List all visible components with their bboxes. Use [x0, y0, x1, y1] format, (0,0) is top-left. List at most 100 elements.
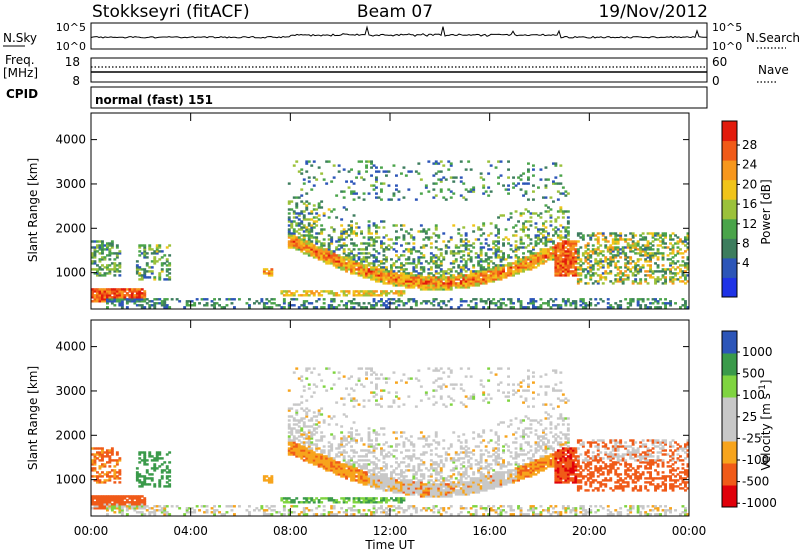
power-cell: [270, 268, 273, 270]
power-cell: [158, 302, 161, 304]
velocity-cell: [338, 511, 341, 513]
noise-left-label: N.Sky: [3, 31, 37, 45]
velocity-cell: [153, 509, 156, 511]
power-cell: [355, 272, 358, 274]
power-cell: [634, 274, 637, 276]
power-cell: [629, 238, 632, 240]
power-cell: [310, 218, 313, 220]
power-cell: [108, 288, 111, 290]
power-cell: [579, 236, 582, 238]
power-cell: [525, 256, 528, 258]
velocity-cell: [141, 475, 144, 477]
velocity-cell: [395, 513, 398, 515]
power-cell: [395, 242, 398, 244]
power-cell: [318, 240, 321, 242]
velocity-cell: [375, 383, 378, 385]
velocity-cell: [328, 511, 331, 513]
velocity-cell: [280, 513, 283, 515]
power-cell: [113, 262, 116, 264]
power-cell: [405, 230, 408, 232]
velocity-cell: [398, 511, 401, 513]
power-cell: [557, 234, 560, 236]
power-cell: [437, 162, 440, 164]
power-cell: [467, 274, 470, 276]
power-cell: [572, 252, 575, 254]
power-cell: [350, 300, 353, 302]
power-cell: [350, 180, 353, 182]
velocity-cell: [310, 431, 313, 433]
power-cell: [542, 242, 545, 244]
power-cell: [96, 264, 99, 266]
power-cell: [520, 258, 523, 260]
power-cell: [300, 210, 303, 212]
power-cell: [395, 290, 398, 292]
power-cell: [148, 304, 151, 306]
power-cell: [410, 234, 413, 236]
power-cell: [96, 250, 99, 252]
power-cell: [622, 246, 625, 248]
velocity-cell: [383, 469, 386, 471]
power-cell: [94, 268, 97, 270]
power-cell: [679, 276, 682, 278]
power-cell: [589, 254, 592, 256]
power-cell: [388, 248, 391, 250]
power-cell: [303, 290, 306, 292]
power-cell: [213, 298, 216, 300]
power-cell: [405, 302, 408, 304]
velocity-cell: [303, 409, 306, 411]
power-cell: [639, 304, 642, 306]
power-cell: [113, 288, 116, 290]
power-cell: [303, 300, 306, 302]
power-cell: [315, 216, 318, 218]
power-cell: [298, 228, 301, 230]
power-cell: [667, 258, 670, 260]
velocity-cell: [141, 495, 144, 497]
velocity-cell: [380, 467, 383, 469]
power-cell: [348, 170, 351, 172]
power-cell: [545, 204, 548, 206]
velocity-cell: [305, 433, 308, 435]
velocity-cell: [270, 509, 273, 511]
power-cell: [156, 298, 159, 300]
power-cell: [101, 256, 104, 258]
power-cell: [684, 274, 687, 276]
velocity-cell: [330, 457, 333, 459]
velocity-cell: [338, 461, 341, 463]
velocity-cell: [161, 457, 164, 459]
velocity-cell: [407, 479, 410, 481]
power-cell: [355, 302, 358, 304]
velocity-cell: [355, 497, 358, 499]
power-cell: [368, 252, 371, 254]
power-cell: [652, 244, 655, 246]
power-cell: [574, 256, 577, 258]
power-cell: [355, 260, 358, 262]
velocity-cell: [333, 435, 336, 437]
power-cell: [507, 298, 510, 300]
velocity-cell: [101, 475, 104, 477]
power-cell: [482, 178, 485, 180]
power-cell: [193, 302, 196, 304]
power-cell: [632, 260, 635, 262]
power-cell: [562, 226, 565, 228]
velocity-cell: [378, 377, 381, 379]
power-cell: [305, 300, 308, 302]
power-cell: [582, 268, 585, 270]
power-cell: [365, 256, 368, 258]
power-cell: [515, 184, 518, 186]
velocity-cell: [355, 383, 358, 385]
velocity-cell: [308, 429, 311, 431]
velocity-cell: [385, 489, 388, 491]
power-cell: [540, 228, 543, 230]
velocity-cell: [385, 473, 388, 475]
power-cell: [622, 278, 625, 280]
power-cell: [427, 268, 430, 270]
power-cell: [532, 246, 535, 248]
power-cell: [505, 304, 508, 306]
power-cell: [375, 302, 378, 304]
power-cell: [450, 274, 453, 276]
freq-label-line2: [MHz]: [3, 66, 38, 80]
power-cell: [320, 228, 323, 230]
beam-title: Beam 07: [357, 2, 433, 22]
power-cell: [559, 230, 562, 232]
power-cell: [477, 238, 480, 240]
